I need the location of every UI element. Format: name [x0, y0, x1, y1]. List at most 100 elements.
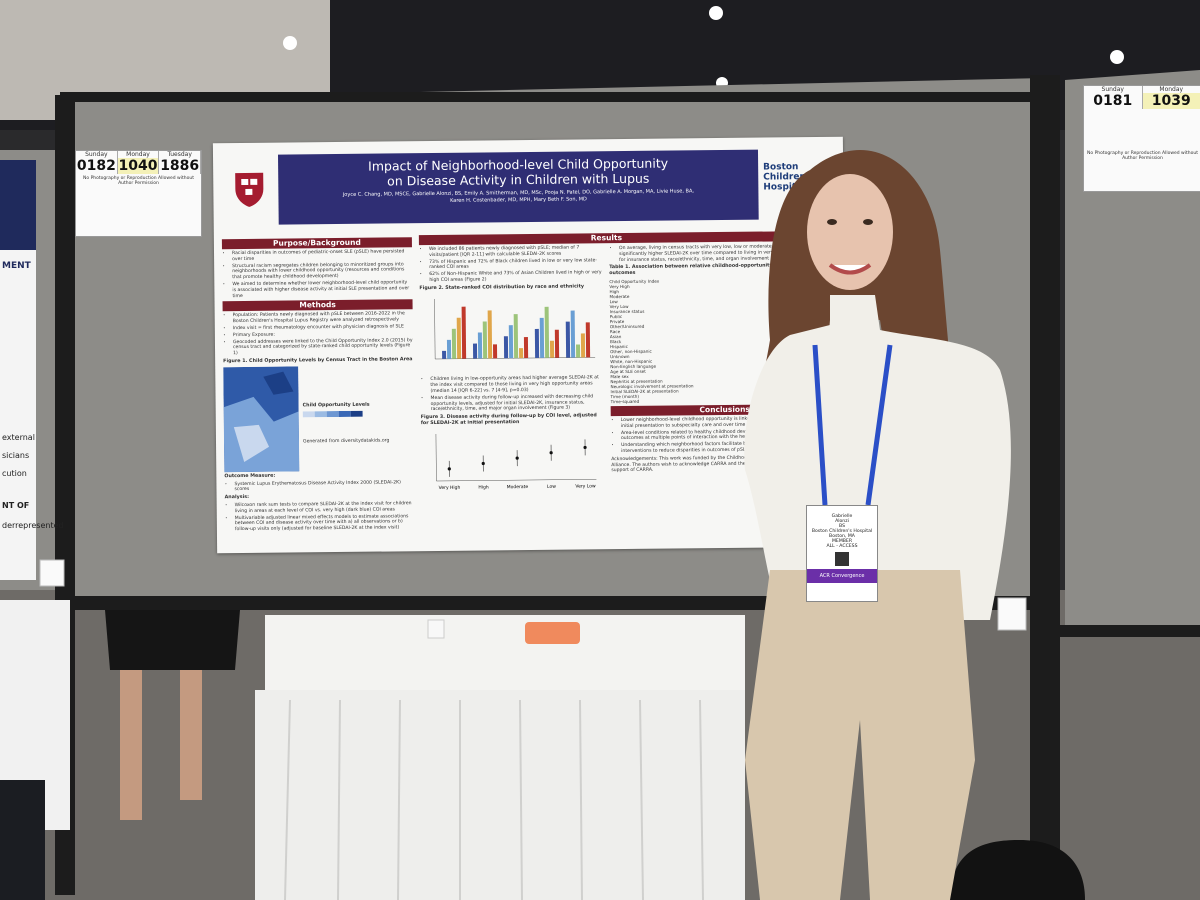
bullet: Population: Patients newly diagnosed wit…: [233, 312, 413, 325]
sign-days: Sunday 0182 Monday 1040 Tuesday 1886: [76, 151, 202, 174]
point: [549, 450, 553, 455]
bullet: Structural racism segregates children be…: [232, 262, 412, 281]
ceiling-light: [283, 36, 297, 50]
badge-access: ALL - ACCESS: [826, 544, 858, 549]
middle-column: Results We included 86 patients newly di…: [418, 231, 794, 496]
figure-bar: [513, 313, 519, 358]
figure-bar: [492, 343, 498, 358]
sign-day: Monday 1039: [1142, 86, 1200, 109]
bullet: 73% of Hispanic and 72% of Black childre…: [429, 258, 604, 271]
x-label: Low: [547, 483, 556, 489]
left-poster-text: derrepresented: [2, 521, 64, 530]
acknowledgments: Acknowledgements: This work was funded b…: [611, 454, 838, 474]
figure-bar: [565, 321, 571, 358]
figure-caption: Figure 2. State-ranked COI distribution …: [419, 284, 585, 291]
figure-bar: [456, 317, 462, 359]
day-number: 1039: [1142, 93, 1200, 109]
hospital-logo: Boston Children's Hospital: [763, 162, 814, 193]
figure-bar: [487, 309, 493, 359]
point: [583, 445, 587, 449]
figure-bar: [508, 324, 514, 358]
x-label: High: [478, 484, 489, 490]
figure-bar: [482, 321, 488, 359]
figure-bar: [446, 339, 452, 359]
left-poster-text: MENT: [2, 261, 32, 271]
badge-last-name: Alonzi: [835, 519, 849, 524]
figure-bar: [570, 310, 576, 358]
bullet-list: We included 86 patients newly diagnosed …: [425, 245, 604, 284]
figure-bar: [519, 347, 524, 358]
day-name: Tuesday: [167, 151, 192, 158]
bullet: We aimed to determine whether lower neig…: [232, 280, 412, 299]
legend-swatches: [302, 410, 363, 417]
point: [515, 456, 519, 460]
board-frame: [60, 92, 1045, 102]
figure-bar: [442, 350, 447, 359]
section-heading: Methods: [222, 299, 413, 312]
table-caption: Table 1. Association between relative ch…: [609, 263, 834, 277]
subheading: Analysis:: [224, 495, 250, 501]
figure-bar: [554, 329, 560, 358]
day-name: Sunday: [1101, 86, 1124, 93]
figure-caption: Figure 1. Child Opportunity Levels by Ce…: [223, 357, 413, 365]
figure-bar: [472, 343, 478, 359]
schedule-sign: Sunday 0182 Monday 1040 Tuesday 1886 No Photo…: [75, 150, 202, 237]
bullet: Racial disparities in outcomes of pediat…: [232, 249, 412, 262]
left-poster-text: NT OF: [2, 501, 29, 510]
bullet: On average, living in census tracts with…: [619, 244, 837, 264]
day-number: 1886: [160, 158, 200, 174]
sign-day: Sunday 0181: [1084, 86, 1143, 109]
figure-bar: [549, 340, 555, 358]
ceiling-light: [709, 6, 723, 20]
figure-3: Very High High Moderate Low Very Low: [435, 433, 597, 491]
figure-bar: [461, 306, 467, 359]
figure-bar: [544, 306, 550, 358]
schedule-sign: Sunday 0181 Monday 1039 No Photography or R…: [1083, 85, 1200, 192]
figure-1: Child Opportunity Levels Generated from …: [223, 365, 414, 472]
board-post: [55, 95, 75, 895]
bullet-list: Population: Patients newly diagnosed wit…: [229, 312, 413, 358]
subheading: Outcome Measure:: [224, 473, 276, 479]
badge-type: MEMBER: [831, 539, 853, 544]
day-name: Sunday: [85, 151, 108, 158]
ceiling-light: [1110, 50, 1124, 64]
poster-board: [1065, 70, 1200, 635]
day-name: Monday: [1159, 86, 1184, 93]
bullet: We included 86 patients newly diagnosed …: [429, 245, 604, 258]
left-poster-text: external: [2, 433, 35, 442]
bullet: Understanding which neighborhood factors…: [621, 441, 839, 455]
figure-caption: Figure 3. Disease activity during follow…: [420, 413, 597, 427]
bullet-list: Racial disparities in outcomes of pediat…: [228, 249, 412, 299]
name-badge: Gabrielle Alonzi BS Boston Children's Ho…: [806, 505, 878, 602]
poster: Impact of Neighborhood-level Child Oppor…: [212, 136, 848, 554]
sign-days: Sunday 0181 Monday 1039: [1084, 86, 1200, 109]
x-label: Very Low: [575, 483, 596, 489]
table-row: Time-squared: [610, 398, 640, 405]
sign-day: Tuesday 1886: [159, 151, 202, 174]
bullet: Systemic Lupus Erythematosus Disease Act…: [234, 480, 414, 493]
bullet-list: Wilcoxon rank sum tests to compare SLEDA…: [231, 501, 415, 533]
bullet-list: On average, living in census tracts with…: [615, 244, 837, 264]
bullet: Children living in low-opportunity areas…: [430, 376, 605, 395]
badge-event: ACR Convergence: [807, 569, 877, 583]
x-label: Moderate: [507, 484, 529, 490]
figure-bar: [580, 333, 586, 358]
figure-2: [434, 298, 596, 359]
harvard-shield: [235, 172, 264, 207]
floor: [0, 590, 1200, 900]
poster-title: Impact of Neighborhood-level Child Oppor…: [278, 150, 758, 190]
bullet: Multivariable adjusted linear mixed effe…: [235, 514, 415, 533]
legend-title: Child Opportunity Levels: [302, 402, 370, 409]
day-number: 0181: [1093, 93, 1133, 109]
map-source: Generated from diversitydatakids.org: [302, 438, 390, 445]
table-1: Child Opportunity Index Very High High Mode…: [609, 277, 838, 405]
figure-bar: [523, 336, 529, 358]
right-column: On average, living in census tracts with…: [609, 243, 839, 475]
section-heading: Conclusions: [610, 403, 839, 417]
board-frame: [60, 596, 1045, 610]
poster-authors: Joyce C. Chang, MD, MSCE, Gabrielle Alon…: [278, 188, 758, 207]
figure-bar: [534, 328, 540, 358]
figure-bar: [477, 332, 483, 359]
